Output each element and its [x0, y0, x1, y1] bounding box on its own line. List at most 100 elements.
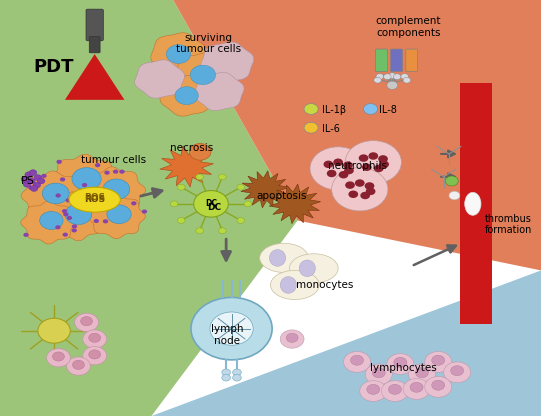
Circle shape: [112, 194, 117, 198]
Circle shape: [432, 380, 445, 390]
Polygon shape: [0, 270, 541, 416]
Polygon shape: [479, 83, 492, 324]
Circle shape: [286, 333, 298, 342]
Circle shape: [67, 216, 72, 220]
Circle shape: [449, 191, 460, 200]
Circle shape: [233, 374, 241, 381]
Polygon shape: [241, 171, 289, 208]
Circle shape: [425, 352, 452, 372]
Circle shape: [177, 218, 185, 223]
Circle shape: [94, 219, 99, 223]
Text: DC: DC: [207, 203, 221, 213]
FancyBboxPatch shape: [375, 49, 387, 72]
Circle shape: [175, 87, 199, 105]
Ellipse shape: [270, 270, 319, 300]
Circle shape: [72, 168, 101, 190]
Circle shape: [189, 144, 211, 160]
FancyBboxPatch shape: [406, 49, 418, 72]
Circle shape: [384, 74, 391, 79]
Circle shape: [304, 104, 318, 114]
Circle shape: [324, 161, 333, 168]
Circle shape: [378, 155, 388, 163]
Circle shape: [237, 184, 245, 190]
Text: complement
components: complement components: [375, 16, 441, 38]
Circle shape: [222, 369, 230, 376]
Circle shape: [415, 368, 428, 378]
Polygon shape: [135, 60, 184, 98]
Circle shape: [25, 172, 32, 178]
Circle shape: [333, 158, 343, 166]
Circle shape: [191, 297, 272, 360]
Polygon shape: [21, 201, 76, 244]
Circle shape: [362, 163, 372, 171]
Circle shape: [30, 186, 38, 191]
Circle shape: [72, 360, 84, 369]
Circle shape: [28, 186, 34, 190]
Circle shape: [432, 355, 445, 365]
Circle shape: [52, 352, 64, 361]
Text: PS: PS: [21, 176, 35, 186]
Circle shape: [71, 228, 77, 233]
Circle shape: [387, 354, 414, 374]
Text: lymphocytes: lymphocytes: [370, 363, 437, 373]
Circle shape: [21, 176, 29, 182]
Circle shape: [359, 154, 368, 162]
Circle shape: [196, 228, 203, 234]
Circle shape: [56, 193, 61, 198]
Text: apoptosis: apoptosis: [256, 191, 307, 201]
Circle shape: [344, 167, 354, 174]
Polygon shape: [160, 75, 213, 116]
Circle shape: [65, 204, 92, 225]
Polygon shape: [269, 184, 321, 224]
Polygon shape: [460, 83, 479, 324]
Circle shape: [379, 161, 389, 168]
Polygon shape: [88, 194, 146, 239]
Circle shape: [82, 190, 88, 194]
Text: IL-1β: IL-1β: [322, 105, 346, 115]
FancyBboxPatch shape: [466, 83, 478, 324]
Text: lymph
node: lymph node: [211, 324, 243, 346]
Circle shape: [142, 210, 147, 214]
Circle shape: [131, 201, 136, 206]
Text: necrosis: necrosis: [170, 143, 214, 153]
Circle shape: [55, 225, 61, 229]
Circle shape: [93, 198, 98, 203]
Ellipse shape: [289, 254, 338, 283]
Circle shape: [194, 191, 228, 217]
Text: neutrophils: neutrophils: [327, 161, 387, 171]
Circle shape: [345, 141, 401, 184]
Circle shape: [332, 168, 388, 211]
Circle shape: [47, 349, 70, 367]
Circle shape: [78, 202, 83, 206]
Polygon shape: [49, 154, 118, 208]
Polygon shape: [160, 146, 214, 187]
Ellipse shape: [260, 243, 308, 272]
Circle shape: [444, 362, 471, 383]
Text: IL-8: IL-8: [379, 105, 397, 115]
Circle shape: [103, 219, 108, 223]
Circle shape: [366, 188, 375, 195]
Circle shape: [82, 183, 87, 187]
Circle shape: [244, 201, 252, 207]
Circle shape: [344, 352, 371, 372]
Polygon shape: [194, 72, 244, 111]
Circle shape: [327, 170, 337, 177]
Circle shape: [401, 74, 408, 79]
Circle shape: [219, 174, 226, 180]
FancyBboxPatch shape: [391, 49, 403, 72]
Circle shape: [365, 182, 374, 190]
Circle shape: [104, 197, 110, 201]
Text: thrombus
formation: thrombus formation: [485, 214, 532, 235]
Circle shape: [72, 224, 77, 228]
Text: ROS: ROS: [84, 195, 105, 204]
Ellipse shape: [299, 260, 315, 277]
Polygon shape: [201, 42, 254, 83]
Circle shape: [381, 381, 408, 401]
Polygon shape: [0, 0, 298, 416]
Circle shape: [219, 228, 226, 234]
Circle shape: [339, 171, 348, 178]
Circle shape: [403, 77, 411, 83]
Polygon shape: [21, 171, 85, 220]
Text: monocytes: monocytes: [296, 280, 353, 290]
Circle shape: [28, 178, 35, 184]
